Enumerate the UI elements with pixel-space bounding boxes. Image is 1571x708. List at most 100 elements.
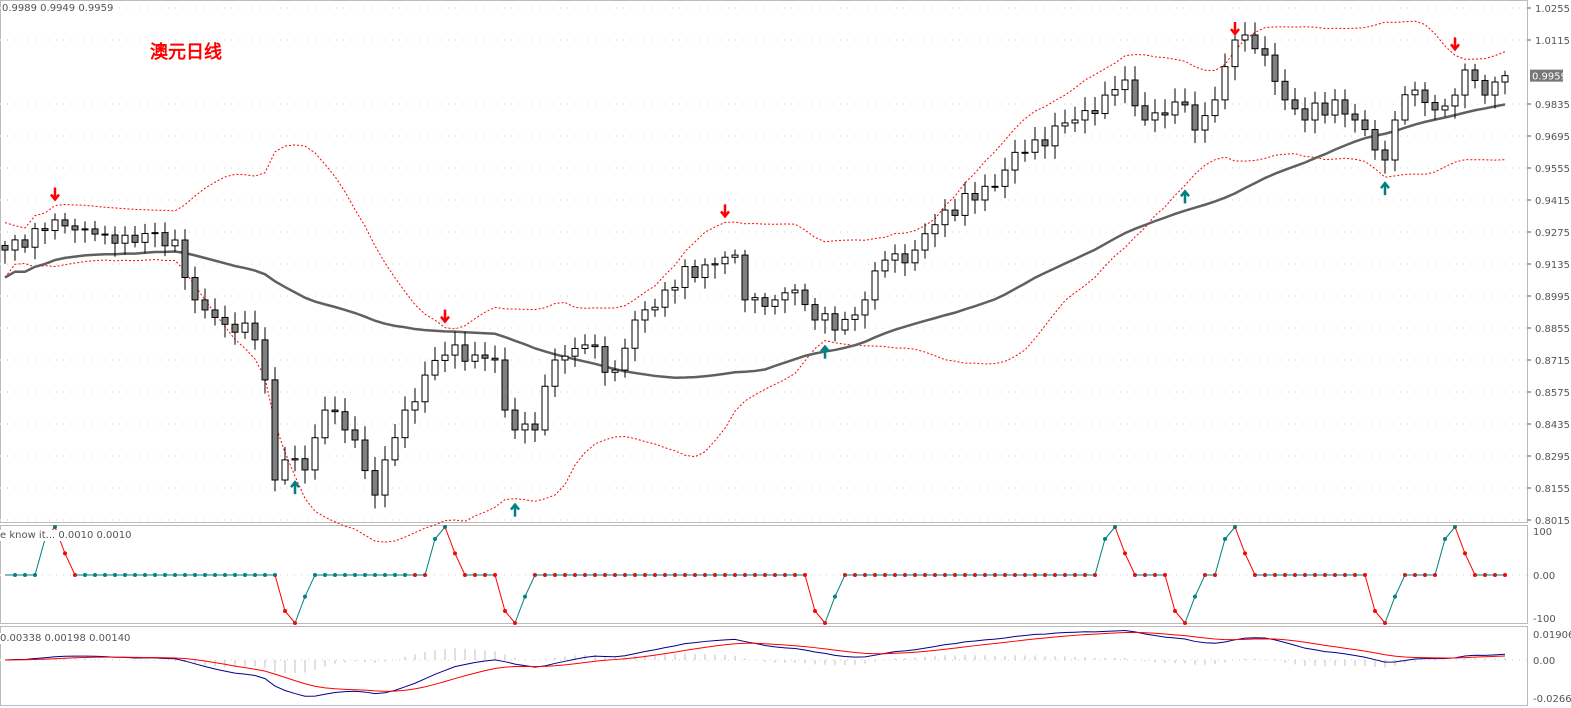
osc-segment <box>1364 574 1376 612</box>
osc-segment <box>434 526 446 540</box>
osc-segment <box>1244 553 1256 576</box>
y-tick-label: 0.9415 <box>1535 196 1570 207</box>
candle <box>271 367 279 492</box>
candle <box>371 456 379 509</box>
candle-body <box>891 253 899 261</box>
candle-body <box>401 409 409 439</box>
candle-body <box>1471 69 1479 81</box>
candle <box>571 337 579 367</box>
candle <box>1201 102 1209 143</box>
candle <box>731 249 739 264</box>
candle <box>1011 139 1019 184</box>
candle-body <box>1031 139 1039 153</box>
candle-body <box>1001 169 1009 187</box>
candle <box>21 234 29 253</box>
candle <box>1221 53 1229 110</box>
candle <box>1451 88 1459 119</box>
candle-body <box>51 219 59 232</box>
candle-body <box>431 359 439 376</box>
candle-body <box>901 253 909 264</box>
candle <box>1051 112 1059 159</box>
candle-body <box>1401 94 1409 121</box>
candle-body <box>351 429 359 441</box>
candle-body <box>521 423 529 431</box>
candle <box>1311 91 1319 134</box>
candle-body <box>71 225 79 231</box>
candle-body <box>31 228 39 248</box>
candle-body <box>981 185 989 201</box>
candle <box>561 344 569 374</box>
candle-body <box>591 344 599 348</box>
candle-body <box>1181 101 1189 106</box>
candle-body <box>281 459 289 481</box>
candle <box>941 199 949 237</box>
chart-title: 澳元日线 <box>150 42 222 63</box>
candle-body <box>581 344 589 349</box>
candle-body <box>441 354 449 361</box>
candle-body <box>1301 108 1309 121</box>
candle <box>1 240 9 264</box>
candle-body <box>861 299 869 316</box>
candle-body <box>1071 119 1079 124</box>
candle <box>781 287 789 314</box>
candle <box>111 226 119 257</box>
candle <box>131 225 139 248</box>
candle-body <box>371 470 379 496</box>
candle-body <box>11 239 19 251</box>
macd-axis-label: 0.00 <box>1533 656 1555 667</box>
y-tick-label: 0.9555 <box>1535 164 1570 175</box>
candle-body <box>481 354 489 359</box>
candle-body <box>1501 75 1509 83</box>
candle-body <box>661 289 669 308</box>
candle <box>791 284 799 306</box>
candle-body <box>801 289 809 306</box>
candle-body <box>1151 112 1159 121</box>
candle <box>611 360 619 382</box>
buy-arrow-icon <box>1180 189 1190 204</box>
candle-body <box>201 299 209 311</box>
candle-body <box>511 409 519 431</box>
osc-segment <box>494 574 506 612</box>
candle <box>911 240 919 271</box>
y-tick-label: 1.0115 <box>1535 36 1570 47</box>
candle-body <box>1201 115 1209 131</box>
candle-body <box>361 439 369 472</box>
candle <box>1331 89 1339 124</box>
candle-body <box>411 401 419 411</box>
candle-body <box>391 437 399 461</box>
candle-body <box>1361 119 1369 131</box>
candle-body <box>21 239 29 248</box>
candle-body <box>811 304 819 321</box>
osc-segment <box>1394 574 1406 597</box>
candle-body <box>1041 139 1049 147</box>
candle-body <box>1241 34 1249 41</box>
osc-segment <box>1464 553 1476 576</box>
candle <box>681 259 689 300</box>
candle <box>291 445 299 472</box>
macd-main-line <box>4 630 1506 697</box>
candle <box>261 327 269 394</box>
candle <box>1081 97 1089 134</box>
candle <box>661 281 669 317</box>
y-tick-label: 0.8295 <box>1535 452 1570 463</box>
y-tick-label: 0.8435 <box>1535 420 1570 431</box>
candle <box>991 174 999 192</box>
candle <box>811 297 819 330</box>
candle-body <box>41 228 49 232</box>
candle-body <box>1191 104 1199 131</box>
candle <box>651 298 659 317</box>
candle <box>721 251 729 274</box>
osc-segment <box>1434 538 1446 576</box>
candle-body <box>771 299 779 307</box>
buy-arrow-icon <box>290 480 300 495</box>
candle-body <box>641 309 649 321</box>
candle <box>1131 66 1139 117</box>
osc-segment <box>514 596 526 624</box>
candle-body <box>711 263 719 266</box>
candle <box>541 374 549 436</box>
candle-body <box>1211 99 1219 117</box>
candle <box>201 288 209 319</box>
osc-segment <box>1374 610 1386 624</box>
